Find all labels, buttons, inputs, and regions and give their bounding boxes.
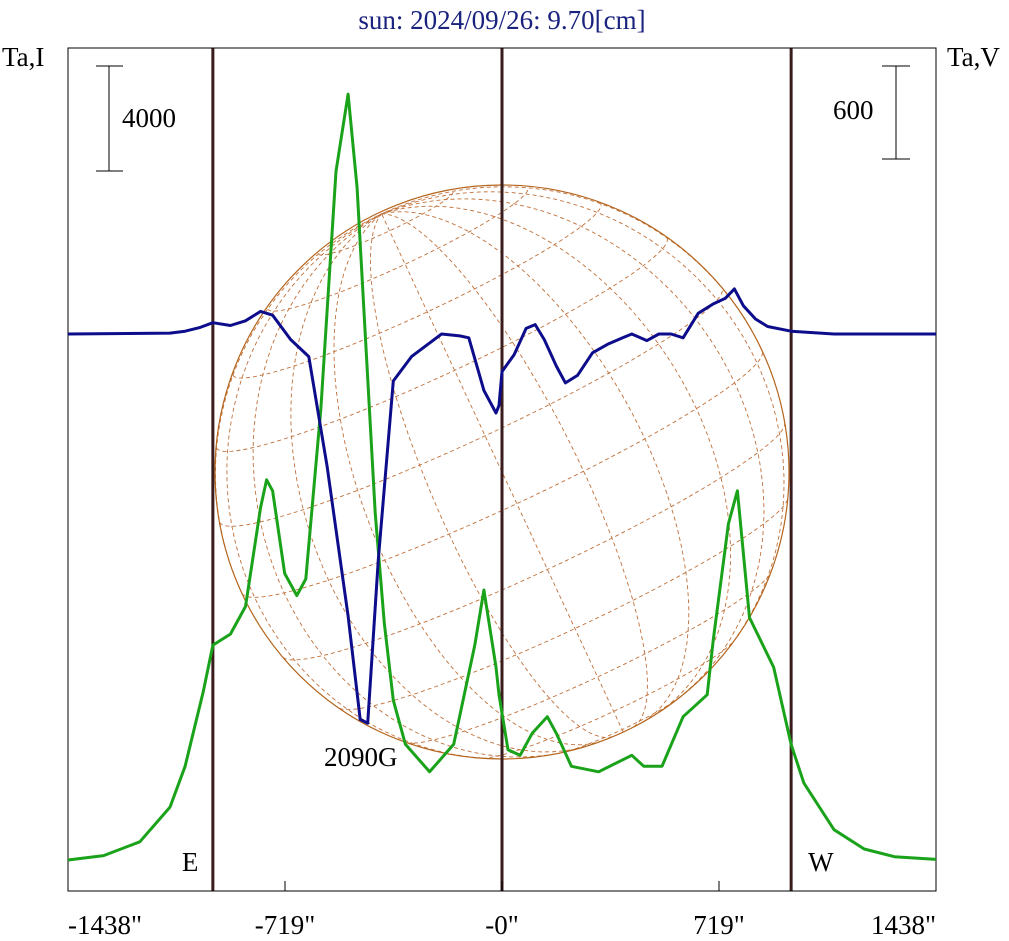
intensity-line (67, 92, 937, 862)
limb-label: W (808, 847, 834, 877)
disk-grid-line (369, 213, 613, 738)
disk-grid-line (407, 573, 771, 744)
disk-grid-line (282, 423, 786, 661)
disk-grid-line (339, 499, 789, 711)
limb-label: E (182, 847, 199, 877)
disk-grid-line (381, 191, 785, 653)
left-scale-bar (96, 65, 123, 172)
disk-grid-line (290, 213, 584, 753)
x-tick-label: -0" (485, 910, 519, 940)
disk-grid-line (216, 237, 668, 452)
annotation-label: 2090G (324, 742, 398, 772)
left-scale-label: 4000 (122, 103, 176, 133)
disk-grid-line (215, 213, 382, 594)
x-tick-label: -719" (255, 910, 316, 940)
x-axis-ticks: -1438" -719" -0" 719" 1438" (67, 881, 937, 940)
disk-grid-line (252, 213, 562, 758)
right-scale-label: 600 (833, 95, 874, 125)
chart-title: sun: 2024/09/26: 9.70[cm] (358, 5, 645, 35)
right-axis-label: Ta,V (947, 42, 1000, 72)
disk-grid-line (333, 213, 603, 746)
x-tick-label: 719" (693, 910, 745, 940)
disk-grid-line (381, 205, 732, 712)
disk-grid-line (381, 211, 690, 723)
disk-grid-line (226, 213, 497, 759)
disk-grid-line (381, 186, 763, 351)
disk-grid-line (381, 213, 648, 728)
right-scale-bar (882, 65, 910, 160)
disk-grid-line (381, 213, 624, 733)
series-lines (67, 92, 937, 862)
left-axis-label: Ta,I (2, 42, 44, 72)
x-tick-label: 1438" (871, 910, 936, 940)
x-tick-label: -1438" (68, 910, 142, 940)
polarization-line (67, 287, 936, 725)
disk-grid-line (219, 287, 723, 527)
